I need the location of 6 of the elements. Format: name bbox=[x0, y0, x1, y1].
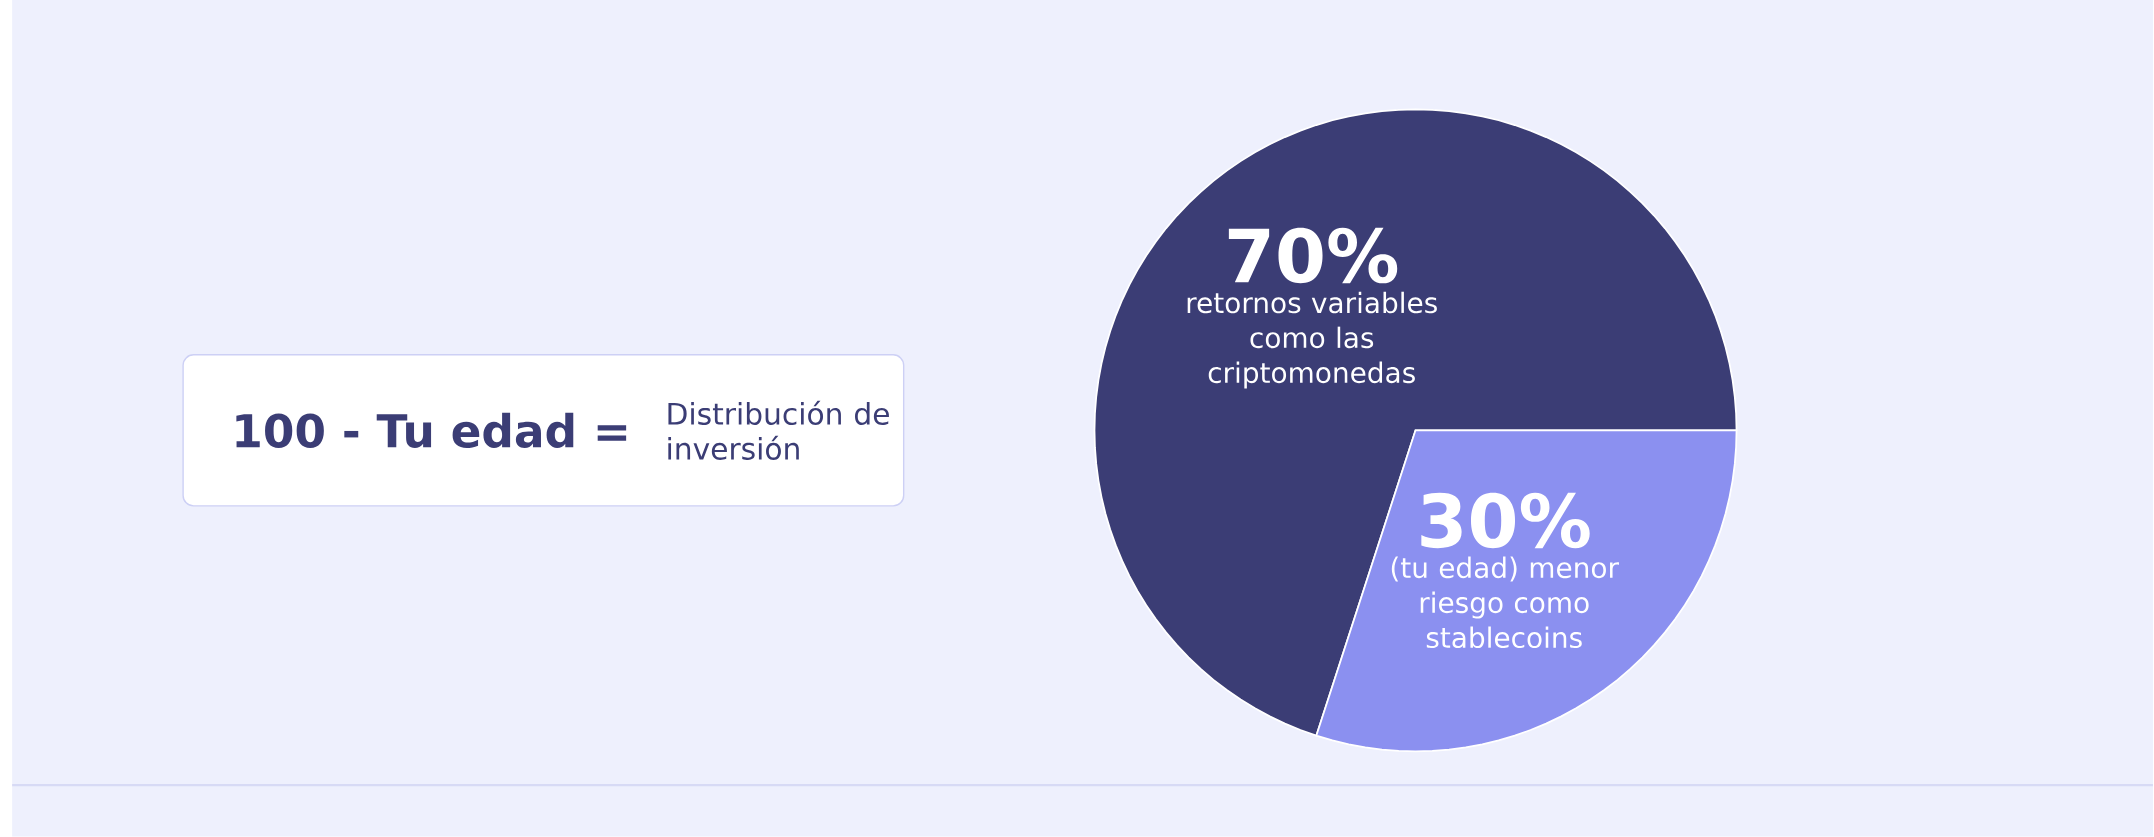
slice-label: (tu edad) menor riesgo como stablecoins bbox=[1391, 556, 1620, 649]
slice-label: retornos variables como las criptomonedas bbox=[1187, 291, 1437, 389]
data-label: 70% bbox=[1228, 227, 1398, 284]
text: Distribución de inversión bbox=[668, 400, 889, 460]
data-label: 30% bbox=[1421, 492, 1590, 549]
text: 100 - Tu edad = bbox=[236, 412, 627, 449]
